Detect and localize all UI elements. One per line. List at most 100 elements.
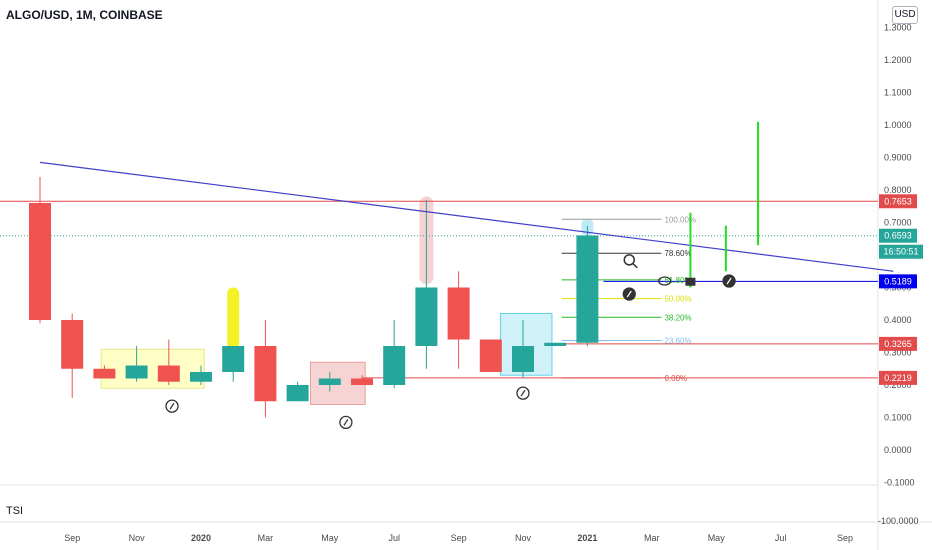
candle-body xyxy=(190,372,212,382)
x-tick-label: Sep xyxy=(837,533,853,543)
y-tick-label: 1.3000 xyxy=(884,23,912,33)
fib-level-label: 23.60% xyxy=(664,336,691,345)
candle-body xyxy=(318,378,341,385)
x-tick-label: May xyxy=(708,533,726,543)
countdown-text: 16:50:51 xyxy=(883,247,918,257)
candle-body xyxy=(93,368,116,379)
candle xyxy=(61,313,84,398)
candle xyxy=(383,320,406,389)
coffee-icon xyxy=(685,277,696,286)
candle xyxy=(318,372,341,392)
fib-level-label: 50.00% xyxy=(664,295,691,304)
y-tick-label: 0.1000 xyxy=(884,413,912,423)
price-label-tag xyxy=(879,274,917,289)
y-tick-label: 0.2000 xyxy=(884,380,912,390)
price-label-tag xyxy=(879,194,917,209)
candle xyxy=(222,346,245,382)
candle xyxy=(157,339,180,385)
candle xyxy=(125,346,148,382)
current-price-tag xyxy=(879,228,917,243)
candle-body xyxy=(29,203,51,320)
candle-body xyxy=(447,287,470,340)
candle-body xyxy=(512,346,534,372)
y-tick-label: 0.3000 xyxy=(884,348,912,358)
indicator-axis-label: -100.0000 xyxy=(878,516,919,526)
candle xyxy=(254,320,277,418)
trendline xyxy=(39,161,894,272)
candle xyxy=(351,375,373,385)
candle-body xyxy=(544,342,567,346)
candle-body xyxy=(286,385,309,402)
search-icon xyxy=(623,254,636,266)
candle-body xyxy=(479,339,502,372)
candle xyxy=(93,365,116,379)
fib-level-label: 0.00% xyxy=(664,374,687,383)
x-tick-label: Sep xyxy=(64,533,80,543)
candle-body xyxy=(415,287,438,346)
candle xyxy=(479,339,502,372)
current-price-text: 0.6593 xyxy=(884,231,912,241)
candle xyxy=(576,225,599,346)
x-tick-label: May xyxy=(321,533,339,543)
candle-body xyxy=(254,346,277,402)
price-label-tag xyxy=(879,336,917,351)
symbol-title: ALGO/USD, 1M, COINBASE xyxy=(6,8,163,22)
y-tick-label: 0.8000 xyxy=(884,185,912,195)
x-tick-label: Jul xyxy=(388,533,400,543)
question-icon-mark xyxy=(626,290,632,298)
price-label-text: 0.7653 xyxy=(884,196,912,206)
cyan-box xyxy=(499,313,553,376)
y-tick-label: 0.0000 xyxy=(884,445,912,455)
x-tick-label: 2020 xyxy=(191,533,211,543)
candle-body xyxy=(125,365,148,379)
y-tick-label: 1.2000 xyxy=(884,55,912,65)
countdown-tag xyxy=(879,244,923,259)
price-label-text: 0.2219 xyxy=(884,373,912,383)
yellow-box xyxy=(100,348,205,389)
y-tick-label: 0.7000 xyxy=(884,218,912,228)
x-tick-label: Jul xyxy=(775,533,787,543)
candle xyxy=(447,271,470,369)
idea-marker-icon-mark xyxy=(520,389,526,397)
candle-body xyxy=(576,235,599,343)
x-tick-label: 2021 xyxy=(577,533,597,543)
candle xyxy=(286,381,309,402)
candle-body xyxy=(351,378,373,385)
idea-marker-icon-mark xyxy=(343,419,349,426)
candle xyxy=(29,177,51,324)
candle-body xyxy=(383,346,406,385)
yellow-pill xyxy=(227,287,240,350)
x-tick-label: Mar xyxy=(258,533,274,543)
candle xyxy=(415,199,438,369)
fib-level-label: 78.60% xyxy=(664,249,691,258)
fib-level-label: 61.80% xyxy=(664,276,691,285)
x-tick-label: Nov xyxy=(129,533,146,543)
indicator-label: TSI xyxy=(6,505,24,517)
search-icon-handle xyxy=(632,263,638,269)
x-tick-label: Mar xyxy=(644,533,660,543)
x-tick-label: Nov xyxy=(515,533,532,543)
y-tick-label: 0.9000 xyxy=(884,153,912,163)
price-label-tag xyxy=(879,370,917,385)
y-tick-label: 0.4000 xyxy=(884,315,912,325)
candle xyxy=(190,365,212,385)
check-icon-mark xyxy=(726,277,732,285)
y-tick-label: -0.1000 xyxy=(884,478,915,488)
candle xyxy=(544,342,567,346)
price-label-text: 0.3265 xyxy=(884,339,912,349)
candle-body xyxy=(61,320,84,369)
candle xyxy=(512,320,534,379)
y-tick-label: 1.0000 xyxy=(884,120,912,130)
eye-icon xyxy=(658,276,672,286)
fib-level-label: 100.00% xyxy=(664,215,696,224)
currency-badge[interactable]: USD xyxy=(892,6,918,24)
fib-level-label: 38.20% xyxy=(664,313,691,322)
price-label-text: 0.5189 xyxy=(884,276,912,286)
y-tick-label: 1.1000 xyxy=(884,88,912,98)
candle-body xyxy=(157,365,180,382)
x-tick-label: Sep xyxy=(451,533,467,543)
idea-marker-icon-mark xyxy=(169,402,175,410)
candle-body xyxy=(222,346,245,372)
